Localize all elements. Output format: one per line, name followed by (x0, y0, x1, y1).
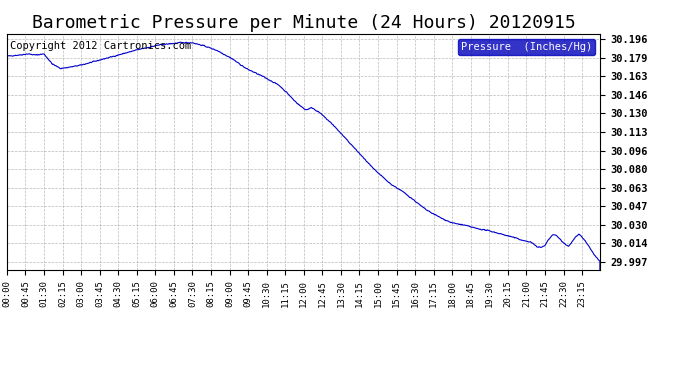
Text: Copyright 2012 Cartronics.com: Copyright 2012 Cartronics.com (10, 41, 191, 51)
Legend: Pressure  (Inches/Hg): Pressure (Inches/Hg) (457, 39, 595, 55)
Title: Barometric Pressure per Minute (24 Hours) 20120915: Barometric Pressure per Minute (24 Hours… (32, 14, 575, 32)
